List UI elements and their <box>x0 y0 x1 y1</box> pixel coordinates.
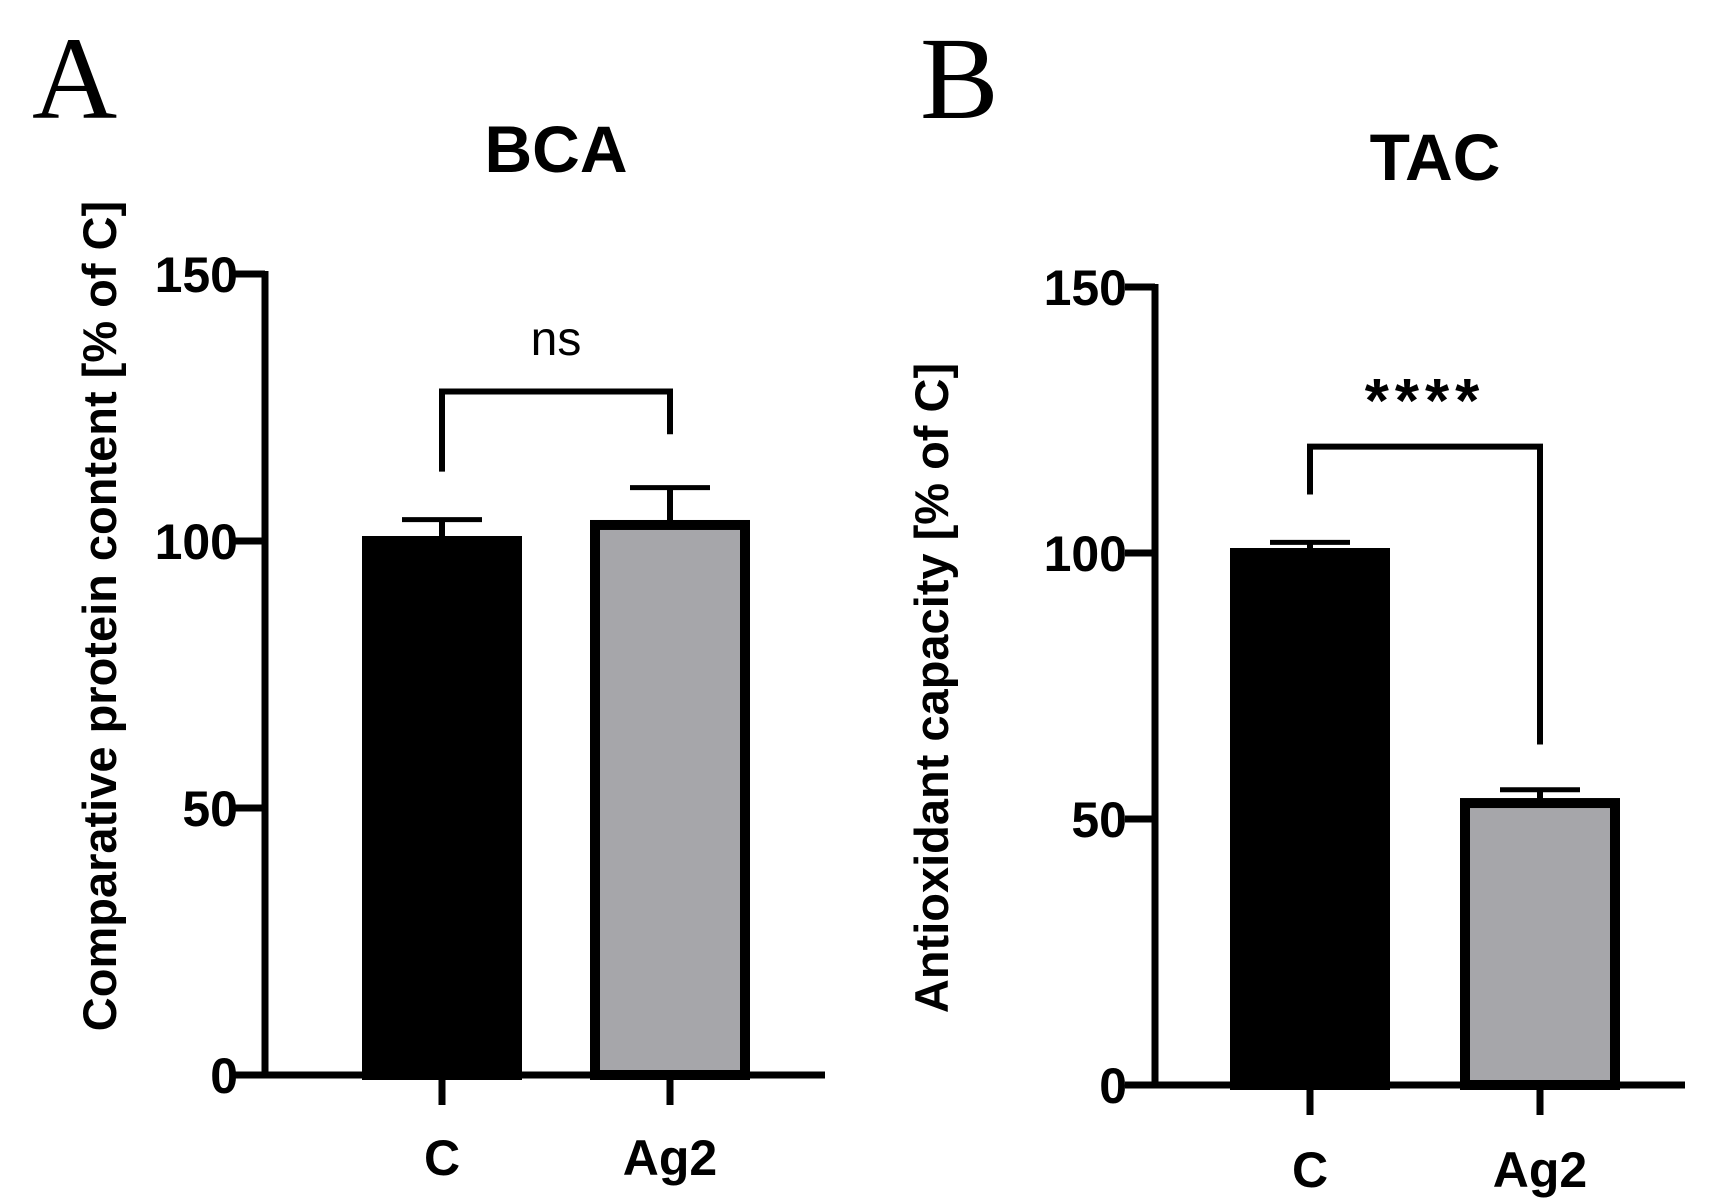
y-tick-label: 100 <box>155 514 238 570</box>
bca-chart: A BCA Comparative protein content [% of … <box>32 13 825 1186</box>
y-tick-label: 150 <box>1044 260 1127 316</box>
x-tick-label: C <box>1292 1142 1328 1198</box>
y-tick-label: 0 <box>1099 1058 1127 1114</box>
y-tick-label: 50 <box>182 781 238 837</box>
bar <box>1230 548 1390 1090</box>
y-tick-label: 50 <box>1071 792 1127 848</box>
significance-label: **** <box>1365 367 1486 436</box>
tac-chart: B TAC Antioxidant capacity [% of C] 0 50 1… <box>905 13 1685 1198</box>
y-tick-label: 100 <box>1044 526 1127 582</box>
y-tick-label: 150 <box>155 247 238 303</box>
y-axis-label-a: Comparative protein content [% of C] <box>73 201 126 1031</box>
y-axis-label-b: Antioxidant capacity [% of C] <box>905 363 958 1013</box>
x-tick-label: Ag2 <box>623 1130 717 1186</box>
significance-label: ns <box>531 313 582 366</box>
significance-bracket <box>439 388 673 472</box>
chart-title-tac: TAC <box>1370 120 1501 194</box>
bar <box>362 536 522 1080</box>
chart-panel-a: A BCA Comparative protein content [% of … <box>32 13 825 1186</box>
significance-bracket <box>1307 443 1543 745</box>
bar <box>1460 798 1620 1090</box>
plot-area-b: 0 50 100 150 C Ag2 **** <box>1044 260 1685 1198</box>
panel-label-b: B <box>920 13 999 144</box>
chart-title-bca: BCA <box>485 112 628 186</box>
y-tick-label: 0 <box>210 1048 238 1104</box>
x-tick-label: C <box>424 1130 460 1186</box>
bar <box>590 519 750 1080</box>
x-tick-label: Ag2 <box>1493 1142 1587 1198</box>
panel-label-a: A <box>32 13 117 144</box>
plot-area-a: 0 50 100 150 C Ag2 ns <box>155 247 825 1186</box>
chart-panel-b: B TAC Antioxidant capacity [% of C] 0 50 1… <box>855 0 1710 1203</box>
